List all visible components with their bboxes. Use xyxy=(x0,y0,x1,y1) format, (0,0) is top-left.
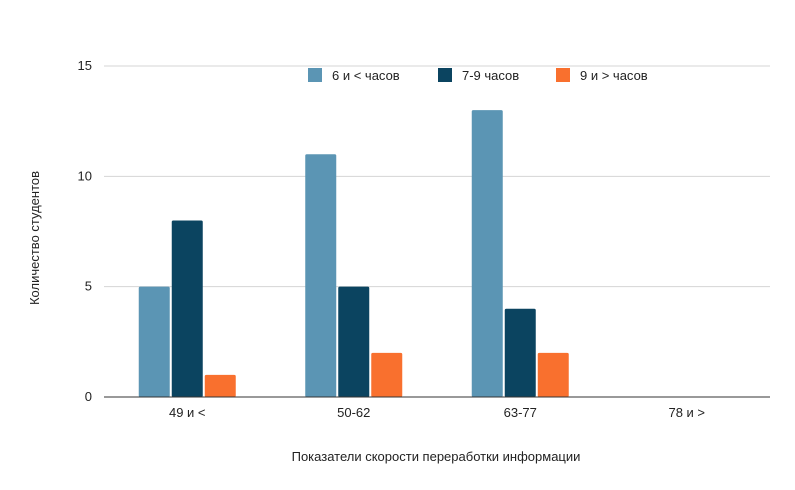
x-tick-label: 49 и < xyxy=(169,405,206,420)
bar-3-3 xyxy=(537,352,569,397)
x-tick-label: 78 и > xyxy=(668,405,705,420)
bar-2-3 xyxy=(504,308,536,397)
bar-1-1 xyxy=(138,286,170,397)
bar-3-2 xyxy=(371,352,403,397)
bar-2-2 xyxy=(338,286,370,397)
y-axis-title: Количество студентов xyxy=(27,171,42,305)
y-tick-label: 5 xyxy=(85,279,92,294)
x-tick-label: 50-62 xyxy=(337,405,370,420)
y-tick-label: 15 xyxy=(78,58,92,73)
legend-label: 7-9 часов xyxy=(462,68,519,83)
x-axis-ticks: 49 и < 50-62 63-77 78 и > xyxy=(169,405,705,420)
bar-3-1 xyxy=(204,374,236,397)
x-tick-label: 63-77 xyxy=(504,405,537,420)
legend: 6 и < часов 7-9 часов 9 и > часов xyxy=(308,68,648,83)
bar-1-2 xyxy=(305,154,337,397)
gridlines xyxy=(104,65,770,288)
legend-label: 9 и > часов xyxy=(580,68,648,83)
y-tick-label: 0 xyxy=(85,389,92,404)
bar-1-3 xyxy=(471,110,503,397)
bar-2-1 xyxy=(171,220,203,397)
x-axis-title: Показатели скорости переработки информац… xyxy=(292,449,581,464)
y-tick-label: 10 xyxy=(78,168,92,183)
legend-swatch xyxy=(556,68,570,82)
legend-swatch xyxy=(308,68,322,82)
legend-label: 6 и < часов xyxy=(332,68,400,83)
bars xyxy=(138,110,569,397)
legend-swatch xyxy=(438,68,452,82)
y-axis-ticks: 0 5 10 15 xyxy=(78,58,92,404)
